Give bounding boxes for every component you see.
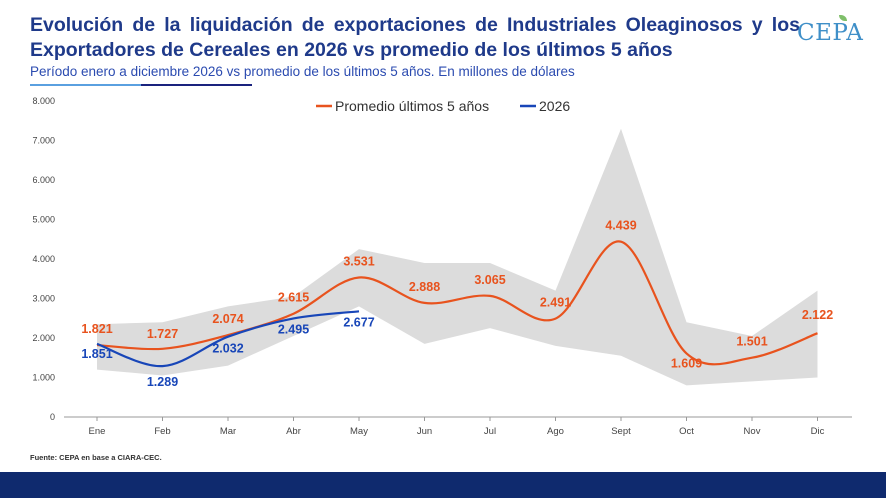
leaf-icon: [839, 15, 847, 21]
x-tick-label: Jul: [484, 426, 496, 437]
x-tick-label: Jun: [417, 426, 432, 437]
y-tick-label: 7.000: [32, 136, 55, 146]
data-label-2026: 1.851: [81, 347, 112, 361]
axes: 0 1.000 2.000 3.000 4.000 5.000 6.000 7.000 8.00…: [32, 96, 852, 437]
y-tick-label: 1.000: [32, 373, 55, 383]
data-label-promedio: 2.074: [212, 312, 243, 326]
cepa-logo: CEPA: [797, 20, 864, 46]
chart-title: Evolución de la liquidación de exportaci…: [30, 14, 800, 61]
data-label-promedio: 1.501: [736, 335, 767, 349]
data-label-promedio: 2.615: [278, 291, 309, 305]
x-tick-label: Ene: [89, 426, 106, 437]
data-label-promedio: 1.727: [147, 327, 178, 341]
data-label-promedio: 3.065: [474, 273, 505, 287]
data-label-2026: 2.032: [212, 342, 243, 356]
range-band: [97, 128, 818, 386]
x-tick-label: Ago: [547, 426, 564, 437]
source-note: Fuente: CEPA en base a CIARA-CEC.: [30, 453, 162, 462]
data-label-2026: 1.289: [147, 375, 178, 389]
data-label-2026: 2.677: [343, 315, 374, 329]
legend-label-avg: Promedio últimos 5 años: [335, 98, 489, 114]
legend: Promedio últimos 5 años 2026: [316, 98, 570, 114]
y-tick-label: 2.000: [32, 333, 55, 343]
x-tick-label: Oct: [679, 426, 694, 437]
y-tick-label: 0: [50, 412, 55, 422]
x-tick-label: Feb: [154, 426, 170, 437]
x-tick-label: Dic: [811, 426, 825, 437]
data-label-promedio: 4.439: [605, 219, 636, 233]
data-label-promedio: 2.491: [540, 296, 571, 310]
y-tick-label: 8.000: [32, 96, 55, 106]
footer-bar: [0, 472, 886, 498]
legend-label-2026: 2026: [539, 98, 570, 114]
x-tick-label: Mar: [220, 426, 236, 437]
series-line-2026: [96, 310, 360, 368]
range-band-area: [97, 128, 818, 386]
x-tick-label: Nov: [744, 426, 761, 437]
y-tick-label: 4.000: [32, 254, 55, 264]
data-label-promedio: 1.609: [671, 356, 702, 370]
series-lines: [96, 240, 818, 368]
x-tick-label: Abr: [286, 426, 301, 437]
line-chart: 0 1.000 2.000 3.000 4.000 5.000 6.000 7.000 8.00…: [32, 96, 852, 437]
y-tick-label: 6.000: [32, 175, 55, 185]
chart-subtitle: Período enero a diciembre 2026 vs promed…: [30, 64, 575, 79]
data-label-promedio: 3.531: [343, 255, 374, 269]
data-label-promedio: 2.888: [409, 280, 440, 294]
series-line-promedio: [96, 240, 818, 366]
data-labels: 1.821 1.727 2.074 2.615 3.531 2.888 3.065 2.491…: [81, 219, 833, 389]
y-tick-label: 5.000: [32, 215, 55, 225]
data-label-promedio: 1.821: [81, 322, 112, 336]
data-label-2026: 2.495: [278, 322, 309, 336]
y-tick-label: 3.000: [32, 294, 55, 304]
x-tick-label: May: [350, 426, 368, 437]
x-tick-label: Sept: [611, 426, 631, 437]
title-underline: [30, 84, 252, 86]
data-label-promedio: 2.122: [802, 308, 833, 322]
